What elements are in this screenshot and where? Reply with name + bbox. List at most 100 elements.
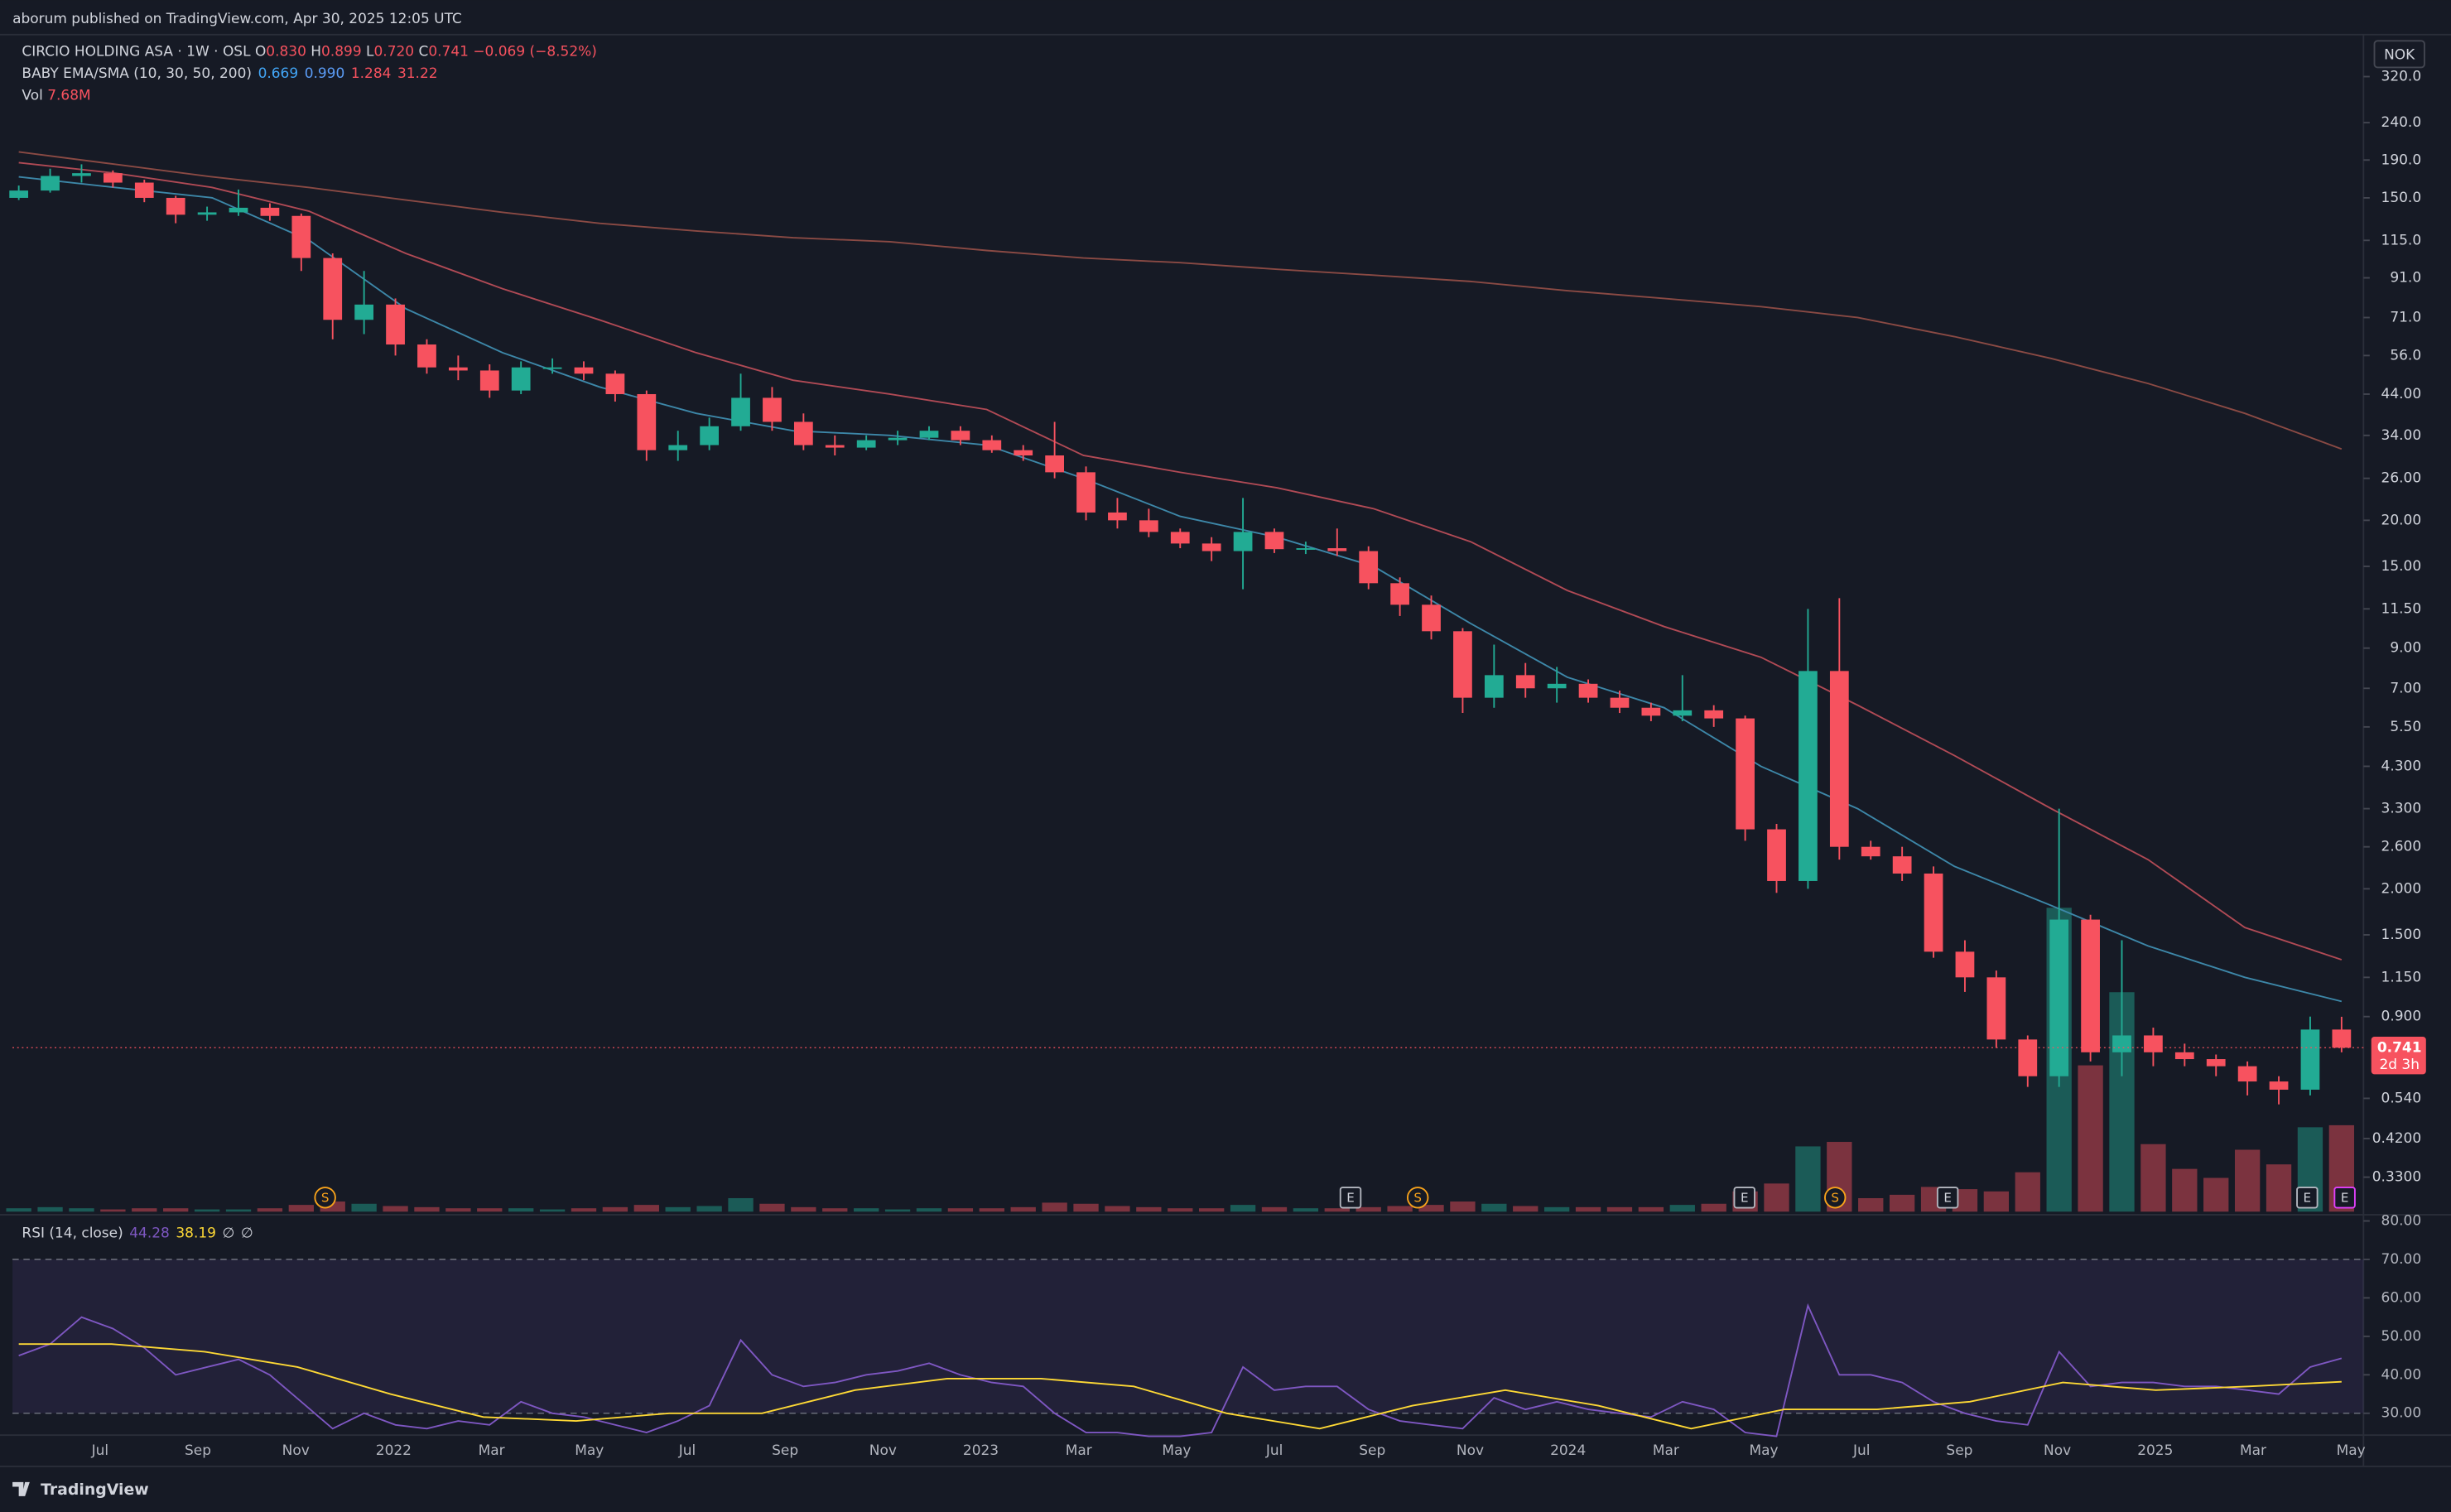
candle-body <box>919 431 939 438</box>
candle-body <box>2206 1059 2226 1067</box>
volume-bar <box>225 1209 252 1212</box>
x-tick-label: 2023 <box>963 1442 999 1459</box>
volume-bar <box>1889 1194 1915 1212</box>
candle-body <box>1736 718 1755 830</box>
candle-body <box>2237 1066 2257 1082</box>
x-tick-label: Jul <box>1852 1442 1870 1459</box>
rsi-band <box>12 1259 2364 1413</box>
candle-body <box>982 440 1002 450</box>
x-tick-label: Sep <box>1946 1442 1972 1459</box>
candle-body <box>1955 951 1975 978</box>
volume-bar <box>602 1206 628 1212</box>
y-tick-label: 3.300 <box>2381 801 2422 817</box>
moving-average <box>18 151 2343 450</box>
volume-bar <box>414 1206 440 1212</box>
volume-bar <box>665 1206 691 1212</box>
volume-bar <box>2015 1172 2040 1212</box>
candle-body <box>2269 1081 2289 1090</box>
y-tick-label: 5.50 <box>2390 719 2421 735</box>
candle-body <box>323 258 343 320</box>
volume-bar <box>1513 1206 1538 1212</box>
volume-bar <box>1543 1206 1570 1212</box>
candle-body <box>72 173 91 176</box>
candle-body <box>1986 977 2006 1040</box>
y-tick-label: 150.0 <box>2381 190 2422 206</box>
event-marker <box>1339 1187 1362 1209</box>
candle-body <box>417 344 436 368</box>
volume-legend: Vol 7.68M <box>22 87 90 104</box>
y-tick-label: 34.00 <box>2381 427 2422 444</box>
volume-bar <box>1638 1206 1664 1212</box>
candle-body <box>104 173 123 183</box>
volume-bar <box>1042 1202 1067 1212</box>
volume-bar <box>916 1208 942 1212</box>
volume-bar <box>1701 1203 1726 1212</box>
y-tick-label: 1.150 <box>2381 969 2422 985</box>
candle-body <box>448 367 468 371</box>
event-marker <box>2333 1187 2356 1209</box>
volume-bar <box>257 1208 283 1212</box>
rsi-title: RSI (14, close) <box>22 1225 123 1242</box>
candle-body <box>2174 1052 2194 1060</box>
volume-bar <box>1669 1205 1695 1212</box>
volume-bar <box>6 1208 31 1212</box>
x-tick-label: May <box>1162 1442 1191 1459</box>
candle-body <box>1578 683 1598 698</box>
legend-value: ∅ <box>241 1225 253 1242</box>
y-tick-label: 50.00 <box>2381 1328 2422 1345</box>
candle-body <box>542 367 562 369</box>
volume-bar <box>1010 1206 1036 1212</box>
event-label: S <box>321 1191 330 1206</box>
candle-body <box>1924 873 1943 952</box>
volume-bar <box>633 1205 659 1212</box>
candle-body <box>574 367 594 374</box>
volume-value: 7.68M <box>47 87 90 104</box>
event-label: E <box>1741 1191 1749 1206</box>
moving-average <box>18 161 2343 961</box>
y-tick-label: 0.900 <box>2381 1009 2422 1025</box>
y-tick-label: 80.00 <box>2381 1213 2422 1230</box>
x-tick-label: Mar <box>1066 1442 1092 1459</box>
volume-title: Vol <box>22 87 42 104</box>
candle-body <box>479 370 499 391</box>
candle-body <box>2144 1035 2163 1052</box>
x-tick-label: 2024 <box>1550 1442 1586 1459</box>
event-marker <box>1406 1187 1429 1209</box>
event-label: E <box>2304 1191 2312 1206</box>
currency-box[interactable] <box>2373 40 2425 69</box>
candle-body <box>951 431 970 441</box>
x-tick-label: Mar <box>2240 1442 2266 1459</box>
volume-bar <box>854 1208 879 1212</box>
footer-logo <box>12 1481 30 1496</box>
y-tick-label: 26.00 <box>2381 470 2422 487</box>
candle-body <box>1359 551 1379 584</box>
ohlc-value: 0.830 <box>266 44 306 60</box>
legend-value: ∅ <box>223 1225 235 1242</box>
candle-body <box>2112 1035 2131 1052</box>
event-marker <box>1733 1187 1755 1209</box>
volume-bar <box>132 1208 157 1212</box>
volume-bar <box>100 1209 126 1212</box>
candle-body <box>1014 450 1033 455</box>
y-tick-label: 320.0 <box>2381 69 2422 85</box>
volume-bar <box>194 1209 220 1212</box>
volume-bar <box>571 1208 597 1212</box>
x-tick-label: Nov <box>869 1442 897 1459</box>
event-marker <box>314 1187 336 1209</box>
event-label: E <box>2341 1191 2349 1206</box>
event-marker <box>1936 1187 1959 1209</box>
volume-bar <box>445 1208 471 1212</box>
currency[interactable]: NOK <box>2384 46 2415 63</box>
x-tick-label: Nov <box>282 1442 310 1459</box>
volume-bar <box>1356 1206 1381 1212</box>
ohlc-name: O <box>255 44 266 60</box>
candle-body <box>888 437 908 441</box>
rsi-line <box>18 1303 2343 1437</box>
candle-body <box>1892 856 1912 874</box>
volume-bar <box>539 1209 566 1212</box>
candle-body <box>1422 604 1441 632</box>
x-tick-label: Sep <box>1359 1442 1385 1459</box>
candle-body <box>1515 675 1535 689</box>
volume-bar <box>728 1197 754 1212</box>
